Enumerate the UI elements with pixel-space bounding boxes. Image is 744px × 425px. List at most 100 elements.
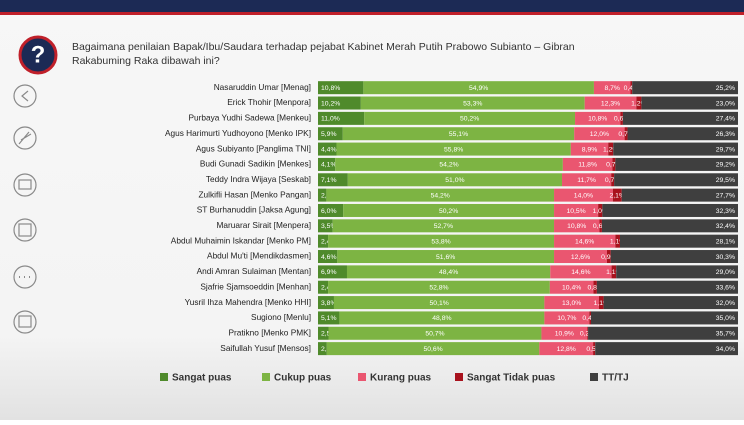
pen-glyph bbox=[18, 131, 32, 145]
bar-segment bbox=[606, 250, 611, 264]
value-label: 6,0% bbox=[321, 208, 337, 215]
bar-segment bbox=[318, 173, 348, 187]
value-label: 10,9% bbox=[555, 331, 574, 338]
value-label: 10,2% bbox=[321, 100, 340, 107]
bar-segment bbox=[615, 157, 738, 171]
bar-segment bbox=[614, 173, 738, 187]
bar-segment bbox=[342, 127, 575, 141]
bar-segment bbox=[318, 250, 338, 264]
value-label: 1,0% bbox=[592, 208, 608, 215]
bar-segment bbox=[335, 157, 563, 171]
category-label: Abdul Mu'ti [Mendikdasmen] bbox=[207, 251, 311, 261]
value-label: 0,6% bbox=[593, 223, 609, 230]
bar-segment bbox=[574, 127, 625, 141]
bar-segment bbox=[575, 111, 621, 125]
slides-button[interactable] bbox=[13, 173, 37, 197]
bar-segment bbox=[622, 111, 738, 125]
grid-button[interactable] bbox=[13, 218, 37, 242]
bar-segment bbox=[339, 311, 545, 325]
value-label: 11,8% bbox=[578, 162, 597, 169]
bar-segment bbox=[332, 219, 555, 233]
legend-swatch bbox=[160, 373, 168, 381]
bar-segment bbox=[328, 234, 555, 248]
bar-segment bbox=[589, 311, 591, 325]
value-label: 28,1% bbox=[716, 238, 735, 245]
value-label: 48,8% bbox=[432, 315, 451, 322]
value-label: 0,7% bbox=[618, 131, 634, 138]
pen-button[interactable] bbox=[13, 126, 37, 150]
presenter-button[interactable] bbox=[13, 310, 37, 334]
legend-label: Sangat puas bbox=[172, 373, 232, 384]
bar-segment bbox=[595, 342, 738, 356]
bar-segment bbox=[539, 342, 594, 356]
value-label: 13,0% bbox=[562, 300, 581, 307]
value-label: 55,8% bbox=[444, 146, 463, 153]
bar-segment bbox=[318, 326, 329, 340]
legend-swatch bbox=[590, 373, 598, 381]
bar-segment bbox=[318, 203, 344, 217]
value-label: 51,6% bbox=[436, 254, 455, 261]
value-label: 50,2% bbox=[460, 116, 479, 123]
bar-segment bbox=[632, 81, 738, 95]
bar-segment bbox=[612, 157, 616, 171]
legend-label: Sangat Tidak puas bbox=[467, 373, 556, 384]
bar-segment bbox=[550, 265, 612, 279]
value-label: 35,7% bbox=[716, 331, 735, 338]
bar-segment bbox=[318, 311, 340, 325]
value-label: 0,6% bbox=[614, 116, 630, 123]
bar-segment bbox=[615, 234, 620, 248]
bar-segment bbox=[624, 127, 628, 141]
back-button[interactable] bbox=[13, 84, 37, 108]
bar-segment bbox=[611, 265, 617, 279]
bar-segment bbox=[620, 111, 623, 125]
bar-segment bbox=[562, 173, 612, 187]
bar-segment bbox=[554, 203, 599, 217]
value-label: 55,1% bbox=[449, 131, 468, 138]
value-label: 25,2% bbox=[716, 85, 735, 92]
bar-segment bbox=[541, 326, 588, 340]
value-label: 11,0% bbox=[321, 116, 340, 123]
bar-segment bbox=[318, 188, 327, 202]
bar-segment bbox=[326, 342, 540, 356]
bar-segment bbox=[346, 265, 551, 279]
chart-title: Bagaimana penilaian Bapak/Ibu/Saudara te… bbox=[72, 41, 575, 67]
bar-segment bbox=[554, 234, 616, 248]
bar-segment bbox=[596, 280, 738, 294]
value-label: 48,4% bbox=[439, 269, 458, 276]
value-label: 35,0% bbox=[716, 315, 735, 322]
bar-segment bbox=[328, 326, 542, 340]
bar-segment bbox=[612, 188, 622, 202]
value-label: 1,2% bbox=[631, 100, 647, 107]
bar-segment bbox=[337, 250, 555, 264]
bar-segment bbox=[636, 96, 642, 110]
value-label: 54,2% bbox=[431, 192, 450, 199]
bar-segment bbox=[318, 342, 327, 356]
question-glyph: ? bbox=[31, 41, 46, 68]
value-label: 3,8% bbox=[321, 300, 337, 307]
top-bar bbox=[0, 0, 744, 12]
value-label: 50,7% bbox=[425, 331, 444, 338]
bar-segment bbox=[318, 219, 333, 233]
bar-segment bbox=[603, 296, 738, 310]
category-label: Nasaruddin Umar [Menag] bbox=[214, 82, 311, 92]
bar-segment bbox=[627, 127, 738, 141]
bar-segment bbox=[318, 111, 365, 125]
bar-segment bbox=[318, 265, 347, 279]
bar-segment bbox=[602, 203, 738, 217]
value-label: 29,2% bbox=[716, 162, 735, 169]
value-label: 0,4% bbox=[582, 315, 598, 322]
bar-segment bbox=[326, 188, 555, 202]
value-label: 3,5% bbox=[321, 223, 337, 230]
bar-segment bbox=[619, 234, 738, 248]
bar-segment bbox=[570, 142, 609, 156]
more-button[interactable] bbox=[13, 265, 37, 289]
category-label: Saifullah Yusuf [Mensos] bbox=[220, 343, 311, 353]
bar-segment bbox=[347, 173, 563, 187]
bar-segment bbox=[318, 96, 361, 110]
value-label: 0,9% bbox=[601, 254, 617, 261]
value-label: 50,6% bbox=[423, 346, 442, 353]
bar-segment bbox=[613, 142, 738, 156]
category-label: Maruarar Sirait [Menpera] bbox=[216, 220, 311, 230]
legend-swatch bbox=[262, 373, 270, 381]
bar-segment bbox=[621, 188, 738, 202]
